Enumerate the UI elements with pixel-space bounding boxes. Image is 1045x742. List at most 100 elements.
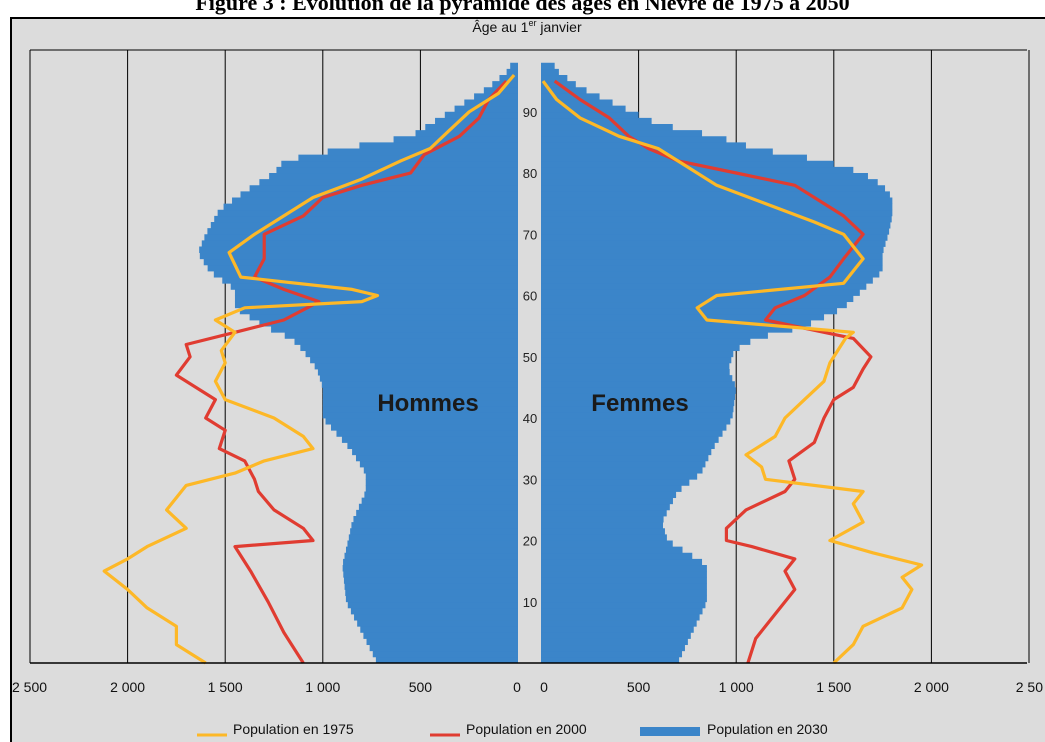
bar-women-age <box>541 369 730 376</box>
bar-women-age <box>541 246 884 254</box>
bar-women-age <box>541 595 707 603</box>
bar-women-age <box>541 75 568 82</box>
figure-title: Figure 3 : Évolution de la pyramide des … <box>195 0 850 15</box>
bar-men-age <box>234 295 518 303</box>
bar-women-age <box>541 485 682 492</box>
bar-men-age <box>351 522 518 529</box>
bar-women-age <box>541 362 730 370</box>
bar-men-age <box>314 362 518 370</box>
bar-men-age <box>234 301 518 309</box>
bar-men-age <box>365 473 518 480</box>
bar-women-age <box>541 558 703 566</box>
bar-men-age <box>201 240 518 247</box>
bar-men-age <box>249 313 518 321</box>
bar-women-age <box>541 301 847 309</box>
bar-women-age <box>541 418 731 425</box>
bar-men-age <box>356 509 518 517</box>
bar-men-age <box>199 252 518 260</box>
bar-women-age <box>541 454 709 462</box>
x-tick-label-men: 2 500 <box>12 679 47 695</box>
bar-men-age <box>425 124 518 131</box>
bar-men-age <box>352 448 518 456</box>
bar-women-age <box>541 228 890 235</box>
bar-women-age <box>541 344 740 352</box>
bar-men-age <box>230 283 519 290</box>
bar-women-age <box>541 589 707 597</box>
bar-men-age <box>217 209 519 217</box>
bar-women-age <box>541 258 883 266</box>
bar-women-age <box>541 546 683 554</box>
bar-women-age <box>541 473 698 480</box>
bar-men-age <box>369 644 518 652</box>
bar-men-age <box>347 601 518 609</box>
bar-men-age <box>223 203 518 211</box>
bar-women-age <box>541 234 888 241</box>
bar-women-age <box>541 197 893 205</box>
bar-women-age <box>541 522 663 529</box>
bar-men-age <box>354 614 518 621</box>
bar-women-age <box>541 577 707 584</box>
age-tick-label: 90 <box>523 105 537 120</box>
bar-women-age <box>541 479 690 486</box>
bar-women-age <box>541 405 734 413</box>
bar-men-age <box>499 75 518 82</box>
bar-women-age <box>541 644 685 652</box>
bar-women-age <box>541 399 735 407</box>
bar-women-age <box>541 68 559 76</box>
legend-label: Population en 2030 <box>707 721 828 737</box>
bar-women-age <box>541 571 707 578</box>
x-tick-label-women: 2 000 <box>914 679 949 695</box>
age-tick-label: 70 <box>523 227 537 242</box>
bar-women-age <box>541 430 723 437</box>
bar-women-age <box>541 166 854 174</box>
bar-men-age <box>358 503 518 511</box>
bar-men-age <box>341 436 518 443</box>
bar-women-age <box>541 185 886 192</box>
bar-women-age <box>541 607 703 615</box>
bar-women-age <box>541 528 665 535</box>
bar-women-age <box>541 491 677 499</box>
bar-men-age <box>281 160 518 168</box>
bar-women-age <box>541 271 880 278</box>
men-label: Hommes <box>377 390 478 417</box>
bar-men-age <box>350 528 518 535</box>
bar-men-age <box>276 166 518 174</box>
line-men-2000 <box>174 79 508 664</box>
bar-men-age <box>199 246 518 254</box>
bar-men-age <box>345 546 518 554</box>
x-tick-label-men: 500 <box>409 679 433 695</box>
bar-women-age <box>541 277 873 284</box>
age-tick-label: 20 <box>523 534 537 549</box>
bar-women-age <box>541 626 694 633</box>
bar-women-age <box>541 393 736 401</box>
bar-men-age <box>363 467 518 474</box>
x-tick-label-men: 1 500 <box>208 679 243 695</box>
bar-men-age <box>330 424 518 431</box>
legend-label: Population en 1975 <box>233 721 354 737</box>
bar-men-age <box>232 197 519 205</box>
bar-women-age <box>541 356 732 364</box>
bar-men-age <box>249 185 518 192</box>
bar-women-age <box>541 540 673 548</box>
bar-women-age <box>541 650 683 658</box>
bar-women-age <box>541 448 712 456</box>
x-tick-label-women: 1 500 <box>816 679 851 695</box>
bar-women-age <box>541 460 706 468</box>
legend-label: Population en 2000 <box>466 721 587 737</box>
bar-women-age <box>541 436 719 443</box>
bar-men-age <box>239 307 518 315</box>
age-tick-label: 80 <box>523 166 537 181</box>
bar-men-age <box>336 430 518 437</box>
bar-women-age <box>541 338 751 345</box>
x-tick-label-women: 500 <box>627 679 651 695</box>
bar-women-age <box>541 105 626 113</box>
bar-women-age <box>541 332 768 339</box>
bar-men-age <box>361 497 518 505</box>
bar-women-age <box>541 289 860 296</box>
bar-women-age <box>541 124 673 131</box>
bar-women-age <box>541 387 736 394</box>
series-lines <box>102 73 924 665</box>
bar-men-age <box>343 577 518 584</box>
bar-men-age <box>317 369 518 376</box>
